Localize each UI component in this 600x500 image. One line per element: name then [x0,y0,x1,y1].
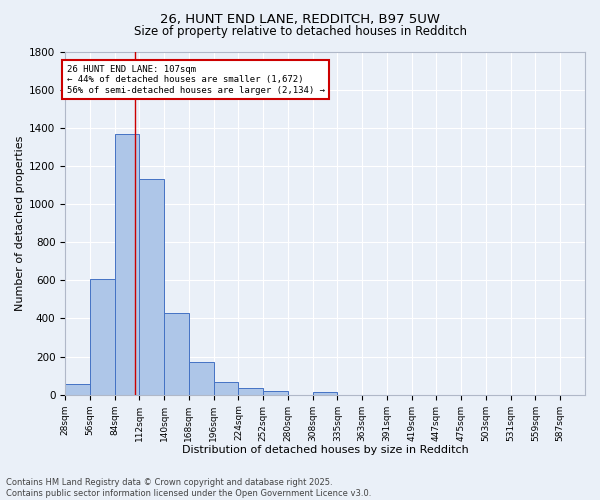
Bar [313,392,337,394]
Y-axis label: Number of detached properties: Number of detached properties [15,136,25,311]
Bar [65,384,90,394]
Bar [189,362,214,394]
Bar [115,134,139,394]
Text: Contains HM Land Registry data © Crown copyright and database right 2025.
Contai: Contains HM Land Registry data © Crown c… [6,478,371,498]
X-axis label: Distribution of detached houses by size in Redditch: Distribution of detached houses by size … [182,445,469,455]
Text: 26, HUNT END LANE, REDDITCH, B97 5UW: 26, HUNT END LANE, REDDITCH, B97 5UW [160,12,440,26]
Bar [238,388,263,394]
Bar [214,382,238,394]
Bar [90,280,115,394]
Bar [164,312,189,394]
Bar [263,391,288,394]
Text: 26 HUNT END LANE: 107sqm
← 44% of detached houses are smaller (1,672)
56% of sem: 26 HUNT END LANE: 107sqm ← 44% of detach… [67,65,325,94]
Bar [139,180,164,394]
Text: Size of property relative to detached houses in Redditch: Size of property relative to detached ho… [133,25,467,38]
